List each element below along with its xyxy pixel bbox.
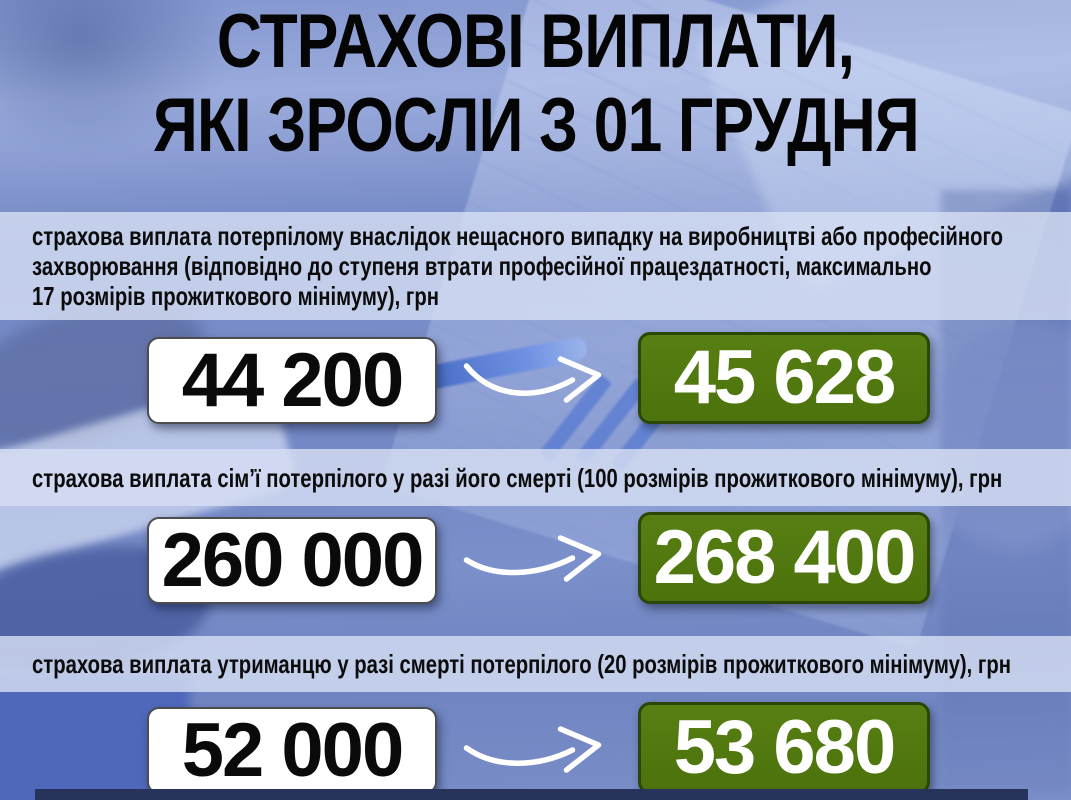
increase-arrow-icon [463, 726, 602, 773]
old-value: 260 000 [161, 517, 425, 603]
old-value-box: 52 000 [147, 707, 437, 794]
increase-arrow-icon [463, 535, 602, 582]
new-value: 45 628 [673, 335, 896, 420]
new-value: 53 680 [673, 705, 896, 790]
old-value: 44 200 [181, 337, 404, 423]
title-line-1: СТРАХОВІ ВИПЛАТИ, [216, 0, 855, 84]
comparison-row-2: 260 000 268 400 [0, 510, 1071, 610]
section-description-1: страхова виплата потерпілому внаслідок н… [0, 212, 1071, 320]
new-value-box: 53 680 [638, 702, 930, 794]
section-description-2: страхова виплата сім’ї потерпілого у раз… [0, 449, 1071, 506]
page-title: СТРАХОВІ ВИПЛАТИ, ЯКІ ЗРОСЛИ З 01 ГРУДНЯ [0, 0, 1071, 212]
description-line: 17 розмірів прожиткового мінімуму), грн [32, 281, 440, 311]
comparison-row-3: 52 000 53 680 [0, 700, 1071, 800]
old-value-box: 260 000 [147, 517, 437, 604]
increase-arrow-icon [463, 356, 602, 403]
new-value: 268 400 [653, 515, 917, 600]
section-description-3: страхова виплата утриманцю у разі смерті… [0, 636, 1071, 692]
comparison-row-1: 44 200 45 628 [0, 330, 1071, 430]
new-value-box: 45 628 [638, 332, 930, 424]
new-value-box: 268 400 [638, 512, 930, 604]
description-line: захворювання (відповідно до ступеня втра… [32, 251, 932, 281]
description-line: страхова виплата сім’ї потерпілого у раз… [32, 462, 1003, 493]
old-value-box: 44 200 [147, 337, 437, 424]
description-line: страхова виплата потерпілому внаслідок н… [32, 221, 1004, 251]
title-line-2: ЯКІ ЗРОСЛИ З 01 ГРУДНЯ [152, 83, 920, 168]
description-line: страхова виплата утриманцю у разі смерті… [32, 649, 1011, 679]
old-value: 52 000 [181, 707, 404, 793]
